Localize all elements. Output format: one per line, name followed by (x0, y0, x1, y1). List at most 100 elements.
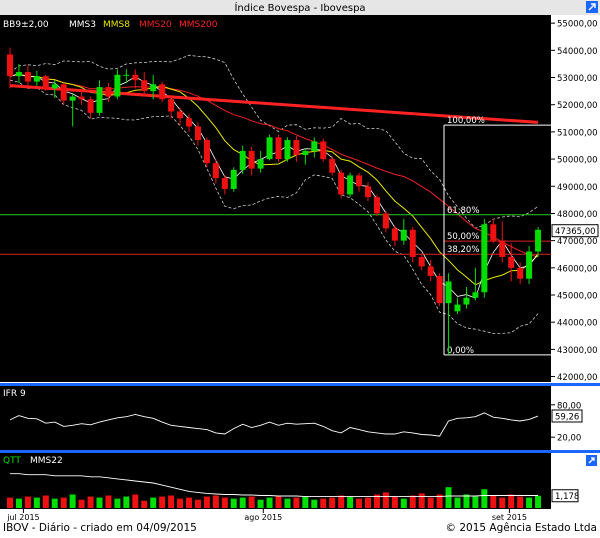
volume-bar (87, 496, 94, 508)
volume-bar (400, 498, 407, 508)
candle-body (221, 178, 228, 189)
volume-bar (490, 495, 497, 508)
candle-body (186, 118, 192, 127)
x-axis-strip (0, 509, 600, 534)
candle-body (418, 256, 425, 267)
ifr-tick-label: 20,00 (557, 434, 581, 444)
candle-body (69, 96, 76, 101)
x-axis-labels: jul 2015 ago 2015 set 2015 (6, 509, 527, 522)
candle-body (481, 224, 488, 293)
x-tick-label: jul 2015 (6, 513, 39, 522)
candle-body (338, 172, 345, 195)
volume-bar (445, 487, 452, 508)
volume-bar (365, 497, 371, 508)
candle-body (87, 99, 94, 113)
y-tick-label: 45000,00 (557, 292, 598, 302)
candle-body (517, 267, 524, 279)
volume-bar (42, 495, 49, 508)
candle-body (105, 87, 112, 97)
candle-body (42, 76, 49, 89)
candle-body (356, 175, 363, 187)
candle-body (499, 240, 506, 257)
fibonacci-levels: 100,00% 61,80% 50,00% 38,20% 0,00% (0, 116, 551, 356)
volume-bar (320, 498, 327, 508)
volume-bar (526, 497, 533, 508)
volume-bar (472, 496, 479, 508)
candle-body (373, 197, 380, 214)
volume-bar (248, 496, 255, 508)
candle-body (409, 229, 416, 257)
volume-last-value: 1,178 (555, 492, 579, 502)
last-price-box (551, 224, 599, 238)
candle-body (382, 213, 389, 229)
volume-bar (51, 498, 58, 508)
candle-body (257, 159, 264, 169)
volume-bar (275, 495, 282, 508)
candle-body (194, 126, 201, 141)
volume-bar (7, 497, 13, 508)
fib-label: 61,80% (447, 206, 479, 216)
candlesticks (7, 47, 542, 355)
volume-bar (266, 497, 273, 508)
candle-body (15, 72, 22, 77)
y-tick-label: 49000,00 (557, 183, 598, 193)
legend-item: MMS3 (69, 20, 96, 30)
ifr-last-value: 59,26 (555, 412, 579, 422)
y-tick-label: 48000,00 (557, 210, 598, 220)
title-bar-right-arrow[interactable] (586, 1, 598, 13)
volume-bar (60, 497, 67, 508)
volume-bar (132, 494, 139, 508)
candle-body (302, 150, 309, 156)
candle-body (132, 74, 139, 81)
y-tick-label: 50000,00 (557, 156, 598, 166)
volume-bar (311, 499, 318, 508)
legend-item: BB9±2,00 (3, 20, 49, 30)
y-tick-label: 52000,00 (557, 101, 598, 111)
volume-bar (239, 497, 246, 508)
volume-bar (194, 499, 201, 508)
candle-body (535, 229, 542, 252)
volume-bar (535, 495, 542, 508)
price-y-ticks: 55000,00 54000,00 53000,00 52000,00 51000,00… (551, 20, 598, 383)
volume-bar (499, 497, 506, 508)
volume-bar (356, 498, 363, 508)
fib-label: 38,20% (447, 245, 479, 255)
volume-bar (150, 497, 157, 508)
volume-bar (96, 497, 103, 508)
volume-bar (347, 496, 354, 508)
candle-body (203, 140, 210, 164)
candle-body (400, 229, 407, 241)
candle-body (436, 275, 443, 304)
price-axis (551, 15, 600, 382)
candle-body (96, 87, 103, 113)
y-tick-label: 51000,00 (557, 128, 598, 138)
y-tick-label: 47000,00 (557, 237, 598, 247)
candle-body (24, 72, 31, 82)
legend-item: MMS8 (103, 20, 130, 30)
candle-body (177, 111, 184, 119)
volume-bar (508, 494, 515, 508)
volume-last-box (551, 489, 579, 503)
candle-body (329, 159, 336, 173)
candle-body (33, 76, 40, 82)
volume-bar (338, 495, 345, 508)
legend-item: MMS20 (139, 20, 172, 30)
ifr-panel-arrow[interactable] (586, 455, 597, 466)
window-title: Índice Bovespa - Ibovespa (234, 1, 365, 14)
volume-bar (212, 495, 219, 508)
candle-body (239, 150, 246, 170)
volume-bar (15, 498, 22, 508)
candle-body (212, 163, 219, 179)
y-tick-label: 53000,00 (557, 74, 598, 84)
candle-body (472, 292, 479, 298)
price-plot-area (0, 15, 551, 382)
volume-bar (141, 500, 148, 508)
volume-bar (78, 499, 85, 508)
volume-bar (391, 496, 398, 508)
candle-body (311, 141, 318, 151)
candle-body (123, 74, 130, 76)
volume-panel: QTT MMS22 1,178 (3, 456, 579, 508)
footer-right: © 2015 Agência Estado Ltda (446, 522, 597, 534)
